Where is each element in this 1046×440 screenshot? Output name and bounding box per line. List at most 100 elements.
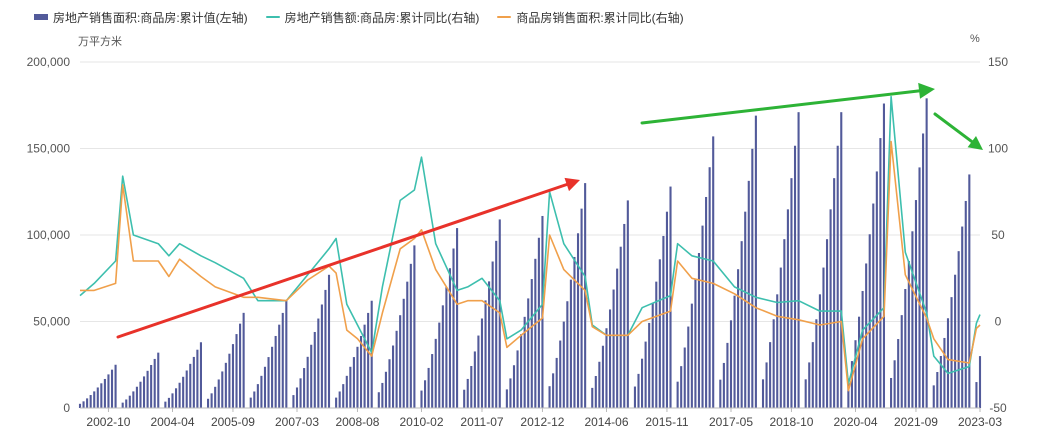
bar: [833, 178, 836, 408]
bar: [961, 226, 964, 408]
bar: [327, 274, 331, 408]
bar: [320, 304, 323, 408]
bar: [548, 386, 551, 408]
bar: [427, 367, 430, 408]
bar: [438, 322, 441, 408]
bar: [317, 318, 320, 408]
bar: [633, 386, 636, 408]
bar: [779, 267, 782, 408]
bar: [861, 291, 864, 408]
bar: [338, 391, 341, 408]
legend-item-bar[interactable]: 房地产销售面积:商品房:累计值(左轴): [34, 9, 248, 26]
bar: [676, 381, 679, 408]
x-tick-label: 2007-03: [275, 415, 319, 429]
bar: [228, 353, 231, 408]
legend-label-line2: 商品房销售面积:累计同比(右轴): [516, 10, 684, 25]
bar: [616, 268, 619, 408]
right-tick-label: 100: [988, 142, 1008, 156]
bar: [690, 303, 693, 408]
bar: [697, 253, 701, 408]
bar: [157, 352, 160, 408]
bar: [78, 403, 82, 408]
x-tick-label: 2015-11: [645, 415, 688, 429]
bar: [196, 349, 199, 408]
bar: [274, 335, 277, 408]
bar: [110, 369, 114, 408]
bar: [936, 372, 939, 408]
bar: [811, 342, 814, 408]
bar: [776, 294, 779, 408]
bar: [516, 350, 519, 408]
bar: [199, 342, 202, 408]
bar: [303, 368, 306, 408]
bar: [349, 366, 352, 408]
line-sales-amount-yoy: [79, 95, 981, 385]
bar: [957, 251, 960, 408]
bar: [377, 392, 380, 408]
bar: [950, 297, 953, 408]
bar: [167, 397, 170, 408]
bar: [174, 388, 178, 408]
bar: [879, 138, 882, 408]
bar: [836, 145, 839, 408]
x-tick-label: 2018-10: [769, 415, 813, 429]
bar: [448, 268, 452, 408]
bar: [477, 335, 480, 408]
bar: [922, 133, 925, 408]
bar: [954, 274, 957, 408]
bar: [299, 378, 302, 408]
legend-item-sales-area-yoy[interactable]: 商品房销售面积:累计同比(右轴): [497, 9, 684, 26]
bar: [466, 378, 469, 408]
left-tick-label: 50,000: [33, 315, 70, 329]
left-tick-label: 150,000: [27, 142, 71, 156]
bar: [829, 209, 832, 408]
x-tick-label: 2021-09: [894, 415, 938, 429]
bar: [694, 279, 697, 408]
bar: [207, 398, 210, 408]
bar: [605, 328, 608, 408]
bar: [804, 379, 807, 408]
bar: [335, 397, 338, 408]
bar: [100, 383, 103, 408]
bar: [324, 289, 327, 408]
bar: [260, 375, 263, 408]
bar: [786, 209, 789, 408]
bar: [946, 318, 950, 408]
bar: [242, 312, 245, 408]
bar: [93, 391, 96, 408]
bar: [655, 281, 658, 408]
x-tick-label: 2012-12: [520, 415, 564, 429]
bar: [178, 382, 181, 408]
bar: [345, 375, 348, 408]
bar: [601, 345, 604, 408]
bar: [918, 167, 921, 408]
bar: [185, 370, 188, 408]
bar: [790, 178, 793, 408]
bar: [701, 225, 704, 408]
bar: [733, 295, 736, 408]
bar: [470, 366, 473, 408]
bar: [897, 339, 900, 408]
bar: [562, 321, 565, 408]
bar: [278, 324, 281, 408]
left-axis-unit: 万平方米: [78, 36, 122, 48]
bar: [114, 364, 117, 408]
legend-label-bar: 房地产销售面积:商品房:累计值(左轴): [53, 10, 248, 25]
bar: [769, 342, 772, 408]
bar: [527, 298, 530, 408]
x-tick-label: 2010-02: [399, 415, 443, 429]
bar: [480, 318, 484, 408]
bar: [537, 237, 540, 408]
bar: [555, 357, 558, 408]
bar: [626, 200, 629, 408]
bar: [608, 309, 612, 408]
bar: [882, 103, 886, 409]
bar: [306, 356, 309, 408]
bar: [406, 281, 409, 408]
bar: [363, 324, 366, 408]
bar: [904, 289, 907, 408]
bar: [925, 98, 928, 408]
legend-item-sales-amount-yoy[interactable]: 房地产销售额:商品房:累计同比(右轴): [265, 9, 479, 26]
bar: [523, 316, 526, 408]
bar: [128, 395, 131, 408]
